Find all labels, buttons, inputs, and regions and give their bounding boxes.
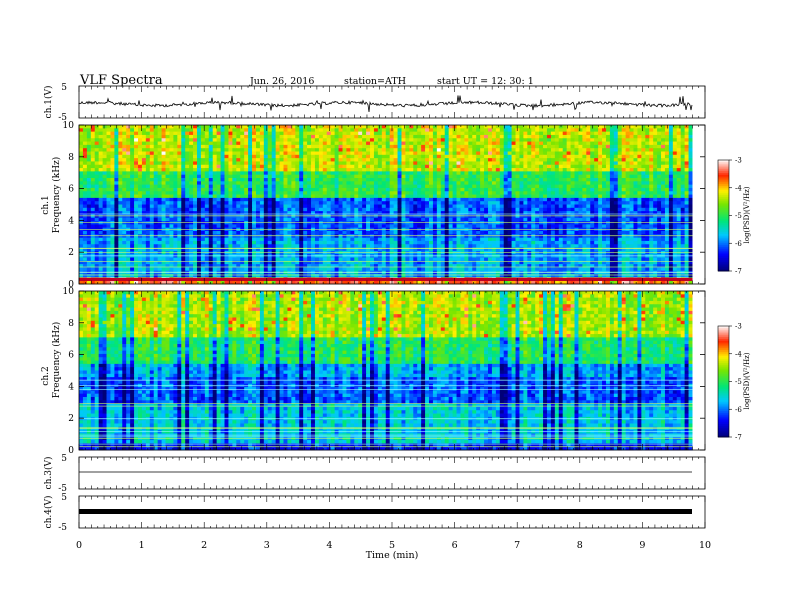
colorbar-tick-label: -3 [735, 157, 742, 165]
spec2-yt-tick-label: 0 [68, 446, 74, 456]
ch4-ytick-top: 5 [61, 493, 67, 503]
ch3-ytick-top: 5 [61, 454, 67, 464]
spectrogram-ch1-channel-label: ch.1 [41, 195, 51, 214]
start-time-label: start UT = 12: 30: 1 [437, 76, 534, 87]
spec1-yt-tick-label: 6 [68, 185, 74, 195]
spectrogram-ch2-ylabel: Frequency (kHz) [51, 322, 62, 399]
ch1-trace [78, 95, 693, 113]
colorbar-ch1: -3 -4 -5 -6 -7 [717, 157, 742, 276]
ch1-ytick-bottom: -5 [58, 113, 67, 123]
colorbar-tick-label: -6 [735, 406, 742, 414]
colorbar-tick-label: -7 [735, 268, 742, 276]
spec2-yt-tick-label: 6 [68, 351, 74, 361]
time-tick-label: 4 [326, 540, 332, 551]
colorbar-ch2: -3 -4 -5 -6 -7 [717, 323, 742, 442]
time-axis-tick-labels: 0 1 2 3 4 5 6 7 8 9 10 [76, 540, 711, 551]
spec1-yt-tick-label: 4 [68, 216, 74, 226]
colorbar-tick-label: -4 [735, 184, 742, 192]
colorbar-ch2-label: log(PSD)(V²/Hz) [743, 352, 751, 409]
time-tick-label: 2 [201, 540, 207, 551]
spectrogram-ch1-image [79, 125, 705, 285]
station-label: station=ATH [344, 76, 406, 87]
spectrogram-ch2-image [79, 291, 705, 451]
colorbar-ch1-label: log(PSD)(V²/Hz) [743, 186, 751, 243]
spectrogram-ch2-panel: 0 2 4 6 8 10 ch.2 Frequency (kHz) [41, 287, 706, 456]
spec1-yt-tick-label: 0 [68, 280, 74, 290]
ch1-waveform-panel: 5 -5 ch.1(V) [43, 83, 706, 123]
time-tick-label: 10 [699, 540, 711, 551]
ch3-waveform-panel: 5 -5 ch.3(V) [43, 454, 706, 494]
colorbar-tick-label: -6 [735, 240, 742, 248]
ch4-ylabel: ch.4(V) [43, 496, 54, 529]
time-tick-label: 9 [639, 540, 645, 551]
colorbar-tick-label: -7 [735, 434, 742, 442]
spectrogram-ch1-ylabel: Frequency (kHz) [51, 157, 62, 234]
spec2-yt-tick-label: 4 [68, 382, 74, 392]
ch3-ylabel: ch.3(V) [43, 457, 54, 490]
spec2-yt-tick-label: 8 [68, 319, 74, 329]
ch1-ylabel: ch.1(V) [43, 86, 54, 119]
time-tick-label: 3 [264, 540, 270, 551]
spec1-yt-tick-label: 2 [68, 248, 74, 258]
time-tick-label: 5 [389, 540, 395, 551]
date-label: Jun. 26, 2016 [249, 76, 314, 87]
spec2-yt-tick-label: 10 [63, 287, 75, 297]
time-tick-label: 6 [452, 540, 458, 551]
spec1-yt-tick-label: 10 [63, 121, 75, 131]
colorbar-tick-label: -5 [735, 212, 742, 220]
colorbar-tick-label: -4 [735, 350, 742, 358]
ch4-ytick-bottom: -5 [58, 523, 67, 533]
spectrogram-ch1-panel: 0 2 4 6 8 10 ch.1 Frequency (kHz) [41, 121, 706, 290]
ch4-trace [79, 509, 692, 514]
colorbar-tick-label: -3 [735, 323, 742, 331]
ch3-ytick-bottom: -5 [58, 484, 67, 494]
ch1-ytick-top: 5 [61, 83, 67, 93]
ch4-waveform-panel: 5 -5 ch.4(V) [43, 493, 706, 533]
time-tick-label: 0 [76, 540, 82, 551]
time-tick-label: 8 [577, 540, 583, 551]
time-tick-label: 1 [139, 540, 145, 551]
time-axis-label: Time (min) [366, 550, 419, 561]
spectrogram-ch2-channel-label: ch.2 [41, 366, 51, 385]
spec2-yt-tick-label: 2 [68, 414, 74, 424]
figure-title: VLF Spectra [79, 73, 163, 88]
spec1-yt-tick-label: 8 [68, 153, 74, 163]
time-tick-label: 7 [514, 540, 520, 551]
colorbar-tick-label: -5 [735, 378, 742, 386]
time-axis-ticks [78, 86, 706, 528]
